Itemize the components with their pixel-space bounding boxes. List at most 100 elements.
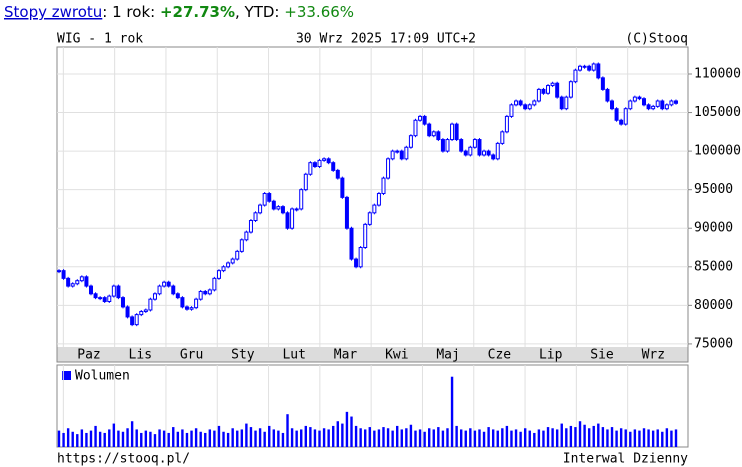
- candle: [340, 177, 345, 198]
- volume-bar: [190, 430, 193, 447]
- volume-bar: [140, 432, 143, 447]
- candle: [399, 150, 404, 160]
- volume-bar: [437, 427, 440, 447]
- candle: [93, 293, 98, 299]
- candle: [440, 139, 445, 152]
- volume-bar: [510, 430, 513, 447]
- volume-bar: [245, 423, 248, 447]
- candle: [664, 104, 669, 110]
- candle: [230, 258, 235, 264]
- candle: [344, 196, 349, 229]
- candle: [427, 123, 432, 137]
- candle: [559, 96, 564, 110]
- x-tick-label: Mar: [334, 348, 358, 363]
- volume-bar: [432, 429, 435, 447]
- candle: [523, 104, 528, 110]
- volume-bar: [533, 432, 536, 447]
- candle: [189, 307, 194, 310]
- candle: [591, 63, 596, 71]
- volume-bar: [249, 427, 253, 447]
- ytd-label: , YTD:: [235, 3, 279, 21]
- volume-bar: [583, 424, 586, 447]
- volume-bar: [418, 429, 422, 447]
- volume-bar: [377, 429, 381, 447]
- candle: [299, 189, 304, 210]
- candle: [500, 131, 505, 144]
- x-tick-label: Lip: [539, 348, 563, 363]
- candle: [367, 212, 372, 225]
- volume-bar: [295, 430, 298, 447]
- candle: [404, 146, 409, 160]
- volume-bar: [108, 429, 111, 447]
- legend-swatch: [62, 371, 71, 380]
- x-tick-label: Kwi: [385, 348, 408, 363]
- volume-bar: [674, 429, 678, 447]
- candle: [596, 63, 601, 79]
- volume-bar: [167, 432, 170, 447]
- volume-bar: [597, 423, 600, 447]
- candle: [546, 85, 551, 94]
- volume-bar: [592, 425, 595, 447]
- candle: [504, 115, 509, 133]
- candle: [253, 212, 258, 222]
- y-tick-label: 90000: [694, 221, 733, 236]
- returns-link[interactable]: Stopy zwrotu: [4, 3, 102, 21]
- volume-bar: [560, 423, 563, 447]
- candle: [655, 100, 660, 107]
- volume-bar: [354, 425, 358, 447]
- volume-bar: [304, 425, 307, 447]
- candle: [84, 276, 89, 287]
- volume-bar: [373, 430, 376, 447]
- volume-bar: [555, 429, 559, 447]
- candle: [102, 297, 107, 302]
- candle: [422, 115, 427, 125]
- volume-bar: [162, 430, 166, 447]
- candle: [216, 270, 221, 279]
- y-tick-label: 110000: [694, 66, 741, 81]
- volume-bar: [158, 429, 161, 447]
- volume-bar: [491, 429, 495, 447]
- volume-bar: [213, 430, 216, 447]
- candle: [157, 285, 162, 295]
- candle: [143, 309, 148, 313]
- candle: [495, 142, 500, 160]
- volume-bar: [396, 425, 399, 447]
- volume-bar: [670, 430, 673, 447]
- volume-bar: [277, 430, 280, 447]
- volume-bar: [386, 428, 390, 447]
- volume-bar: [606, 429, 609, 447]
- candle: [125, 306, 130, 318]
- candle: [70, 283, 75, 287]
- candle: [568, 81, 573, 98]
- candle: [358, 247, 363, 268]
- volume-bar: [254, 430, 257, 447]
- volume-bar: [89, 430, 93, 447]
- candle: [637, 96, 642, 100]
- candle: [623, 108, 628, 125]
- candle: [518, 100, 523, 106]
- volume-bar: [149, 431, 152, 447]
- volume-bar: [656, 429, 659, 447]
- volume-bar: [336, 421, 339, 447]
- candle: [674, 100, 678, 104]
- source: (C)Stooq: [625, 32, 688, 47]
- volume-bar: [341, 423, 344, 447]
- candle: [376, 193, 381, 206]
- candle: [239, 239, 244, 252]
- candle: [532, 100, 537, 106]
- volume-bar: [153, 434, 157, 447]
- candle: [669, 100, 674, 106]
- volume-bar: [345, 411, 349, 447]
- volume-bar: [98, 431, 102, 447]
- candle: [162, 281, 167, 287]
- volume-bar: [519, 431, 522, 447]
- candle: [326, 158, 331, 164]
- volume-bar: [208, 429, 212, 447]
- y-tick-label: 105000: [694, 105, 741, 120]
- volume-bar: [359, 428, 362, 447]
- candle: [541, 88, 546, 94]
- candle: [180, 297, 185, 308]
- candle: [116, 285, 121, 299]
- volume-bar: [565, 428, 568, 447]
